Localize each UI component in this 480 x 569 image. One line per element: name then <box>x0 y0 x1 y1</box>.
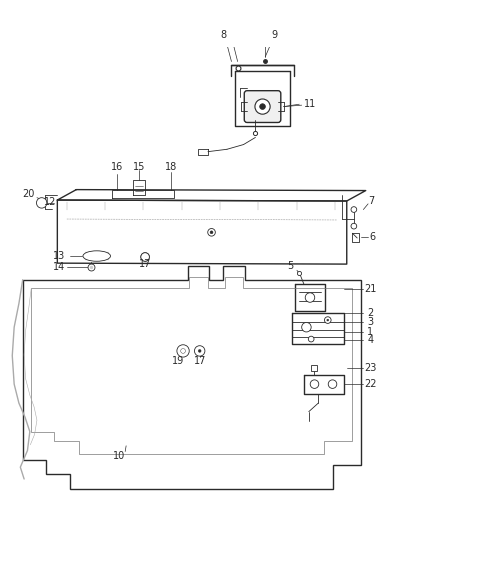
Circle shape <box>180 349 185 353</box>
Text: 16: 16 <box>110 162 123 172</box>
Circle shape <box>310 380 319 389</box>
Circle shape <box>351 207 357 212</box>
Polygon shape <box>23 266 361 489</box>
Text: 13: 13 <box>53 251 65 261</box>
FancyBboxPatch shape <box>244 90 281 122</box>
Text: 2: 2 <box>367 308 373 318</box>
Circle shape <box>141 253 149 261</box>
Text: 10: 10 <box>113 451 125 461</box>
Text: 3: 3 <box>367 318 373 327</box>
Circle shape <box>324 317 331 323</box>
Ellipse shape <box>83 251 110 261</box>
Text: 8: 8 <box>220 30 227 40</box>
Circle shape <box>328 380 337 389</box>
Text: 17: 17 <box>139 259 151 269</box>
Circle shape <box>305 293 315 302</box>
Circle shape <box>260 104 265 109</box>
Circle shape <box>194 346 205 356</box>
Circle shape <box>210 231 213 234</box>
Circle shape <box>198 349 201 352</box>
Text: 9: 9 <box>272 30 278 40</box>
Text: 12: 12 <box>44 197 57 207</box>
Text: 1: 1 <box>367 327 373 337</box>
Text: 21: 21 <box>364 284 377 294</box>
Circle shape <box>141 253 149 261</box>
Circle shape <box>327 319 329 321</box>
Circle shape <box>255 99 270 114</box>
Text: 17: 17 <box>193 356 206 366</box>
Circle shape <box>301 323 311 332</box>
Text: 7: 7 <box>368 196 374 206</box>
Circle shape <box>144 255 146 258</box>
Circle shape <box>351 223 357 229</box>
Text: 20: 20 <box>23 189 35 199</box>
Circle shape <box>308 336 314 342</box>
Text: 18: 18 <box>165 162 177 172</box>
Text: 5: 5 <box>287 261 293 270</box>
Circle shape <box>177 345 189 357</box>
Circle shape <box>208 229 216 236</box>
Text: 4: 4 <box>367 336 373 345</box>
Text: 6: 6 <box>370 232 376 242</box>
Text: 14: 14 <box>53 262 65 272</box>
Text: 15: 15 <box>133 162 145 172</box>
Text: 11: 11 <box>304 99 316 109</box>
Text: 22: 22 <box>364 379 377 389</box>
Text: 23: 23 <box>364 363 377 373</box>
Circle shape <box>36 197 47 208</box>
Text: 19: 19 <box>172 356 184 366</box>
